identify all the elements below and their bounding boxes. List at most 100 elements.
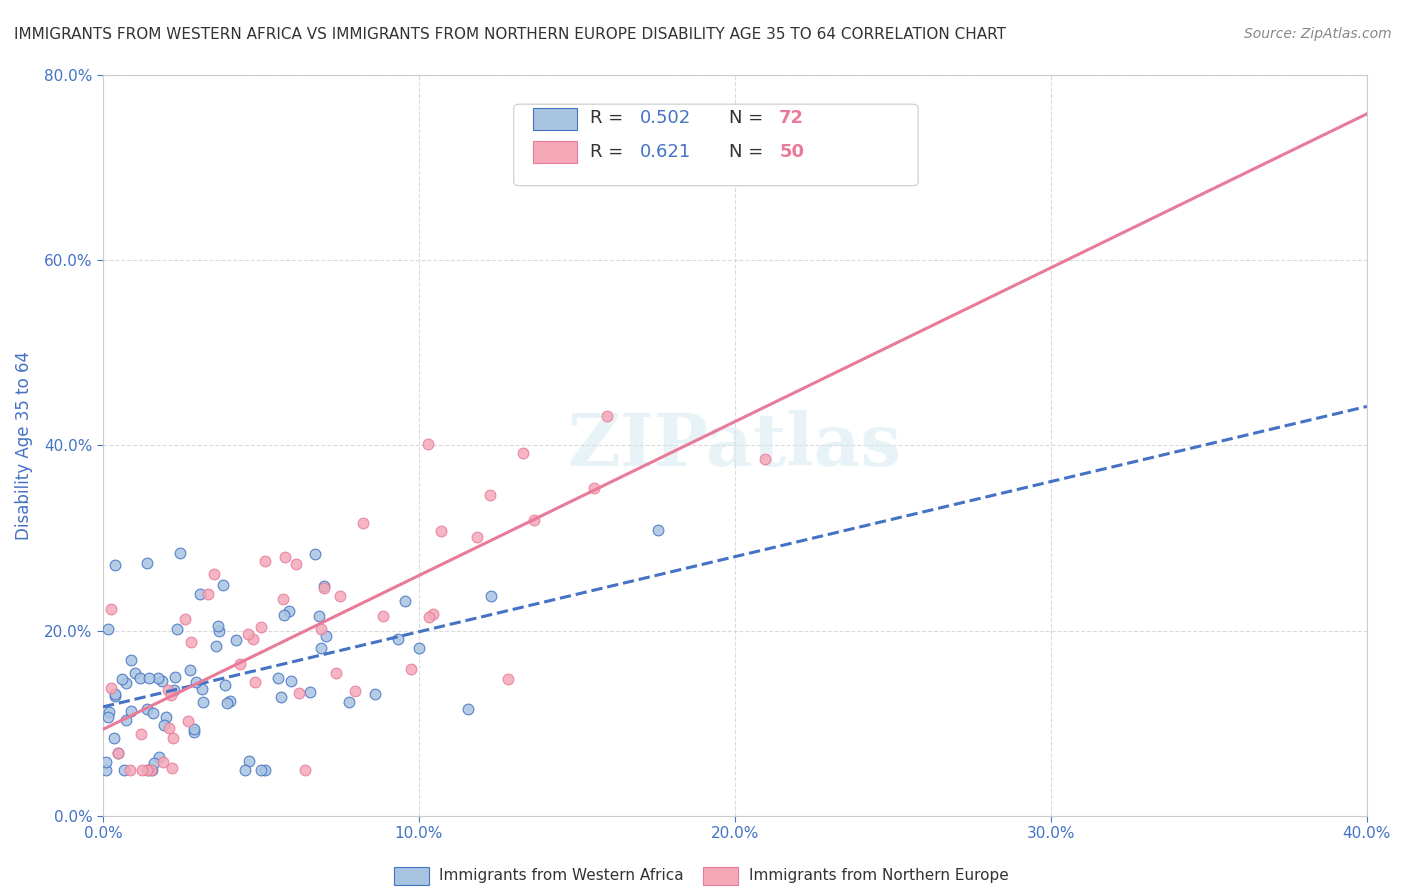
Point xyxy=(197,587,219,601)
Text: R =: R = xyxy=(589,144,628,161)
Point xyxy=(647,523,669,537)
Point xyxy=(273,608,295,623)
Point xyxy=(169,546,191,560)
Text: N =: N = xyxy=(728,109,769,127)
Point xyxy=(329,589,352,603)
Point xyxy=(183,723,205,737)
Point xyxy=(394,594,416,608)
Point xyxy=(98,705,121,719)
Point xyxy=(129,726,152,740)
Point xyxy=(430,524,453,538)
Point xyxy=(309,641,332,656)
Point xyxy=(418,609,440,624)
Point xyxy=(136,763,159,777)
Point xyxy=(325,665,347,680)
Point xyxy=(408,641,430,656)
Point xyxy=(337,695,360,709)
Point xyxy=(280,674,302,689)
FancyBboxPatch shape xyxy=(533,141,576,163)
Text: N =: N = xyxy=(728,144,769,161)
Point xyxy=(253,554,276,568)
Point xyxy=(512,446,534,460)
Point xyxy=(225,632,247,647)
Point xyxy=(162,761,184,775)
Point xyxy=(422,607,444,621)
Point xyxy=(135,702,157,716)
Point xyxy=(496,672,519,686)
Point xyxy=(148,749,170,764)
Point xyxy=(418,437,440,451)
Point xyxy=(131,763,153,777)
FancyBboxPatch shape xyxy=(533,108,576,130)
Point xyxy=(204,639,226,653)
Point xyxy=(115,675,138,690)
Point xyxy=(211,578,233,592)
Point xyxy=(253,763,276,777)
Point xyxy=(107,746,129,760)
Point xyxy=(274,550,297,565)
Point xyxy=(157,721,180,735)
Point xyxy=(120,653,142,667)
Text: 72: 72 xyxy=(779,109,804,127)
Point xyxy=(162,731,184,745)
Point xyxy=(523,513,546,527)
Text: ZIPatlas: ZIPatlas xyxy=(568,409,903,481)
Text: R =: R = xyxy=(589,109,628,127)
Point xyxy=(364,687,387,701)
Point xyxy=(120,763,142,777)
Point xyxy=(304,547,326,561)
Point xyxy=(153,718,176,732)
Point xyxy=(285,558,308,572)
Point xyxy=(208,624,231,639)
Point xyxy=(107,746,129,760)
Point xyxy=(152,755,174,769)
Point xyxy=(479,590,502,604)
Point xyxy=(236,627,259,641)
Point xyxy=(111,672,134,686)
Point xyxy=(315,629,337,643)
Point xyxy=(124,665,146,680)
Point xyxy=(202,566,225,581)
Point xyxy=(157,683,180,698)
Text: Source: ZipAtlas.com: Source: ZipAtlas.com xyxy=(1244,27,1392,41)
Point xyxy=(186,675,208,690)
Point xyxy=(163,682,186,697)
Point xyxy=(312,581,335,595)
Point xyxy=(314,579,336,593)
Point xyxy=(191,681,214,696)
Point xyxy=(207,619,229,633)
Point xyxy=(174,611,197,625)
Point xyxy=(177,714,200,729)
Point xyxy=(112,763,135,777)
Point xyxy=(180,634,202,648)
Point xyxy=(465,530,488,544)
Point xyxy=(245,675,267,690)
Point xyxy=(298,685,321,699)
Point xyxy=(309,623,332,637)
Point xyxy=(214,678,236,692)
Point xyxy=(294,763,316,777)
Point xyxy=(250,763,273,777)
Point xyxy=(103,731,125,746)
Point xyxy=(273,591,295,606)
Point xyxy=(114,713,136,727)
Text: Immigrants from Western Africa: Immigrants from Western Africa xyxy=(439,869,683,883)
Point xyxy=(96,763,118,777)
Point xyxy=(399,662,422,676)
Point xyxy=(139,763,162,777)
Point xyxy=(138,672,160,686)
Point xyxy=(238,754,260,768)
Text: 50: 50 xyxy=(779,144,804,161)
Point xyxy=(136,556,159,570)
Point xyxy=(183,724,205,739)
Point xyxy=(250,620,273,634)
Point xyxy=(142,756,165,771)
Point xyxy=(308,609,330,624)
Point xyxy=(100,681,122,695)
Point xyxy=(159,688,181,702)
Point xyxy=(233,763,256,777)
Point xyxy=(219,693,242,707)
Y-axis label: Disability Age 35 to 64: Disability Age 35 to 64 xyxy=(15,351,32,540)
Text: IMMIGRANTS FROM WESTERN AFRICA VS IMMIGRANTS FROM NORTHERN EUROPE DISABILITY AGE: IMMIGRANTS FROM WESTERN AFRICA VS IMMIGR… xyxy=(14,27,1007,42)
Point xyxy=(97,709,120,723)
